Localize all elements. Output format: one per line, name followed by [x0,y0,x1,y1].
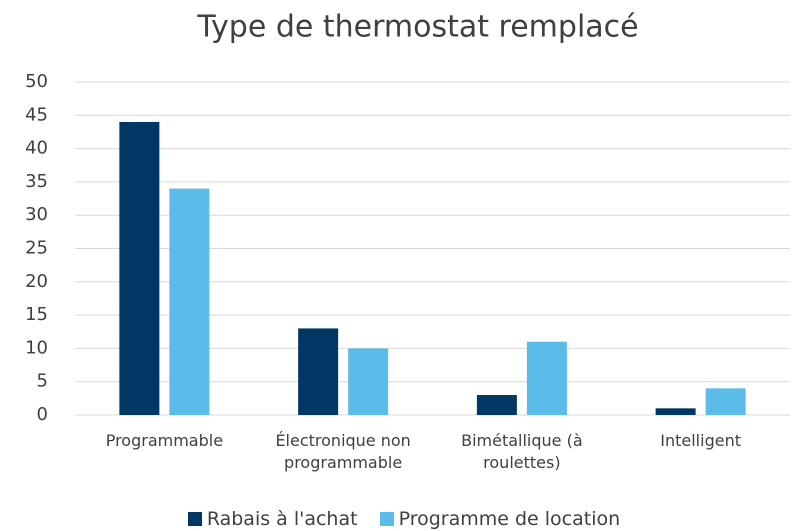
y-tick-label: 25 [25,238,48,259]
y-tick-label: 15 [25,304,48,325]
y-tick-label: 40 [25,138,48,159]
y-tick-label: 30 [25,204,48,225]
y-tick-label: 35 [25,171,48,192]
y-tick-label: 50 [25,71,48,92]
bar [119,121,160,416]
y-tick-label: 0 [37,404,48,425]
y-tick-label: 45 [25,104,48,125]
bar [655,408,696,415]
bar [476,395,517,415]
legend-label: Programme de location [398,508,621,530]
legend-swatch [379,512,394,526]
legend-item: Rabais à l'achat [187,508,358,530]
bar [705,388,746,415]
x-tick-label: Bimétallique (à roulettes) [461,431,583,472]
y-tick-label: 20 [25,271,48,292]
y-tick-label: 5 [37,371,48,392]
bar [298,328,339,415]
legend-item: Programme de location [379,508,621,530]
legend: Rabais à l'achat Programme de location [0,508,808,530]
legend-label: Rabais à l'achat [206,508,358,530]
x-tick-label: Programmable [105,431,224,450]
bar [169,188,210,415]
x-tick-label: Électronique non programmable [275,431,411,472]
bar [526,341,567,415]
chart-title: Type de thermostat remplacé [196,10,638,45]
legend-swatch [187,512,202,526]
bar [348,348,389,415]
x-tick-label: Intelligent [660,431,741,450]
y-tick-label: 10 [25,337,48,358]
